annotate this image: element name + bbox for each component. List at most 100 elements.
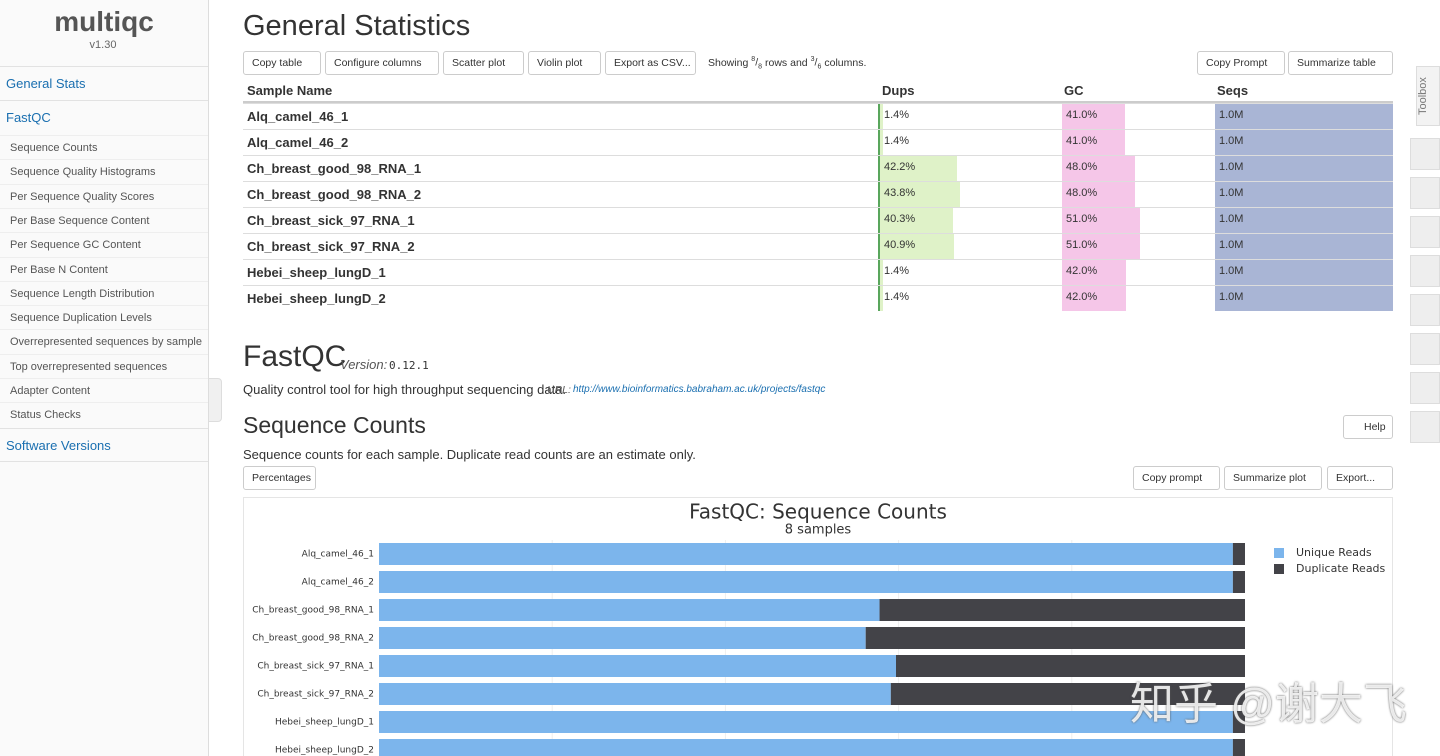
sample-name: Alq_camel_46_1 (247, 109, 349, 124)
y-tick-label: Hebei_sheep_lungD_2 (275, 746, 374, 756)
info-text: 8 (751, 56, 756, 63)
nav-section[interactable]: Software Versions (0, 427, 208, 462)
nav-item[interactable]: Per Sequence GC Content (0, 232, 208, 256)
info-text: 8 (758, 63, 763, 71)
help-button[interactable]: Help (1343, 415, 1393, 439)
cell-value: 43.8% (884, 187, 916, 199)
table-cell: 51.0% (1060, 234, 1215, 259)
table-cell: 1.0M (1213, 260, 1393, 285)
nav-item[interactable]: Overrepresented sequences by sample (0, 329, 208, 353)
cell-value: 1.4% (884, 109, 910, 121)
bar-segment (879, 599, 1245, 621)
plot-switch-button[interactable]: Percentages (243, 466, 316, 490)
chart-title: FastQC: Sequence Counts (689, 500, 947, 524)
cell-bar (880, 104, 883, 129)
table-cell: 42.2% (878, 156, 1062, 181)
column-header[interactable]: GC (1064, 83, 1084, 98)
table-cell: 1.0M (1213, 182, 1393, 207)
bar-segment (379, 627, 866, 649)
plot-button[interactable]: Copy prompt (1133, 466, 1220, 490)
nav-section[interactable]: FastQC (0, 100, 208, 134)
section-title: General Statistics (243, 10, 471, 42)
toolbar-button[interactable]: Export as CSV... (605, 51, 696, 75)
cell-value: 42.0% (1066, 291, 1098, 303)
module-url[interactable]: http://www.bioinformatics.babraham.ac.uk… (573, 384, 826, 395)
sample-name: Hebei_sheep_lungD_1 (247, 265, 386, 280)
toolbox-label[interactable]: Toolbox (1416, 66, 1440, 126)
sample-name: Ch_breast_good_98_RNA_1 (247, 161, 422, 176)
cell-value: 42.0% (1066, 265, 1098, 277)
cell-bar (1062, 104, 1125, 129)
cell-bar (1215, 130, 1393, 155)
table-row: Ch_breast_sick_97_RNA_2 40.9% 51.0% 1.0M (243, 233, 1393, 259)
info-text: 3 (810, 56, 815, 63)
cell-bar (880, 234, 955, 259)
toolbox-button[interactable] (1410, 138, 1440, 170)
legend-label: Unique Reads (1296, 546, 1372, 559)
plot-button[interactable]: Summarize plot (1224, 466, 1322, 490)
toolbox-button[interactable] (1410, 294, 1440, 326)
toolbox-button[interactable] (1410, 177, 1440, 209)
table-cell: 1.0M (1213, 156, 1393, 181)
logo: multiqc (54, 6, 154, 37)
toolbar-button[interactable]: Scatter plot (443, 51, 524, 75)
nav-item[interactable]: Adapter Content (0, 378, 208, 402)
nav-item[interactable]: Sequence Counts (0, 135, 208, 159)
toolbox-button[interactable] (1410, 216, 1440, 248)
toolbar-button[interactable]: Configure columns (325, 51, 439, 75)
toolbox-button[interactable] (1410, 255, 1440, 287)
collapse-handle[interactable] (208, 378, 222, 422)
column-header[interactable]: Seqs (1217, 83, 1249, 98)
nav-item[interactable]: Sequence Duplication Levels (0, 305, 208, 329)
info-text: 6 (817, 63, 822, 71)
nav-item[interactable]: Per Sequence Quality Scores (0, 183, 208, 208)
nav-section[interactable]: General Stats (0, 66, 208, 100)
cell-bar (1215, 260, 1393, 285)
subsection-title: Sequence Counts (243, 412, 426, 438)
toolbox-button[interactable] (1410, 333, 1440, 365)
table-row: Ch_breast_good_98_RNA_2 43.8% 48.0% 1.0M (243, 181, 1393, 207)
sample-name: Alq_camel_46_2 (247, 135, 349, 150)
toolbar-button[interactable]: Copy table (243, 51, 321, 75)
nav-item[interactable]: Per Base Sequence Content (0, 207, 208, 232)
cell-value: 1.0M (1219, 109, 1244, 121)
toolbox-button[interactable] (1410, 372, 1440, 404)
subsection-description: Sequence counts for each sample. Duplica… (243, 447, 696, 462)
table-cell: 51.0% (1060, 208, 1215, 233)
toolbar-button[interactable]: Violin plot (528, 51, 601, 75)
cell-value: 51.0% (1066, 239, 1098, 251)
y-tick-label: Ch_breast_sick_97_RNA_1 (257, 662, 374, 672)
table-row: Alq_camel_46_1 1.4% 41.0% 1.0M (243, 103, 1393, 129)
cell-bar (880, 130, 883, 155)
legend-label: Duplicate Reads (1296, 562, 1386, 575)
nav-item[interactable]: Sequence Quality Histograms (0, 159, 208, 183)
toolbar-button[interactable]: Summarize table (1288, 51, 1393, 75)
cell-value: 1.0M (1219, 239, 1244, 251)
table-cell: 1.0M (1213, 130, 1393, 155)
cell-value: 1.0M (1219, 213, 1244, 225)
nav-item[interactable]: Sequence Length Distribution (0, 280, 208, 305)
cell-value: 1.0M (1219, 265, 1244, 277)
cell-value: 40.9% (884, 239, 916, 251)
nav-item[interactable]: Top overrepresented sequences (0, 353, 208, 378)
cell-bar (1062, 208, 1141, 233)
cell-value: 41.0% (1066, 109, 1098, 121)
nav-item[interactable]: Per Base N Content (0, 256, 208, 281)
sample-name: Ch_breast_sick_97_RNA_1 (247, 213, 415, 228)
nav-item[interactable]: Status Checks (0, 402, 208, 426)
table-row: Hebei_sheep_lungD_2 1.4% 42.0% 1.0M (243, 285, 1393, 311)
table-cell: 1.0M (1213, 234, 1393, 259)
column-header[interactable]: Sample Name (247, 83, 333, 98)
legend-swatch (1274, 564, 1284, 574)
cell-value: 42.2% (884, 161, 916, 173)
version-number: 0.12.1 (389, 359, 429, 372)
cell-bar (880, 260, 883, 285)
cell-bar (880, 286, 883, 311)
column-header[interactable]: Dups (882, 83, 915, 98)
info-text: Showing (708, 56, 749, 69)
toolbar-button[interactable]: Copy Prompt (1197, 51, 1285, 75)
toolbox-button[interactable] (1410, 411, 1440, 443)
table-cell: 1.0M (1213, 208, 1393, 233)
plot-button[interactable]: Export... (1327, 466, 1393, 490)
